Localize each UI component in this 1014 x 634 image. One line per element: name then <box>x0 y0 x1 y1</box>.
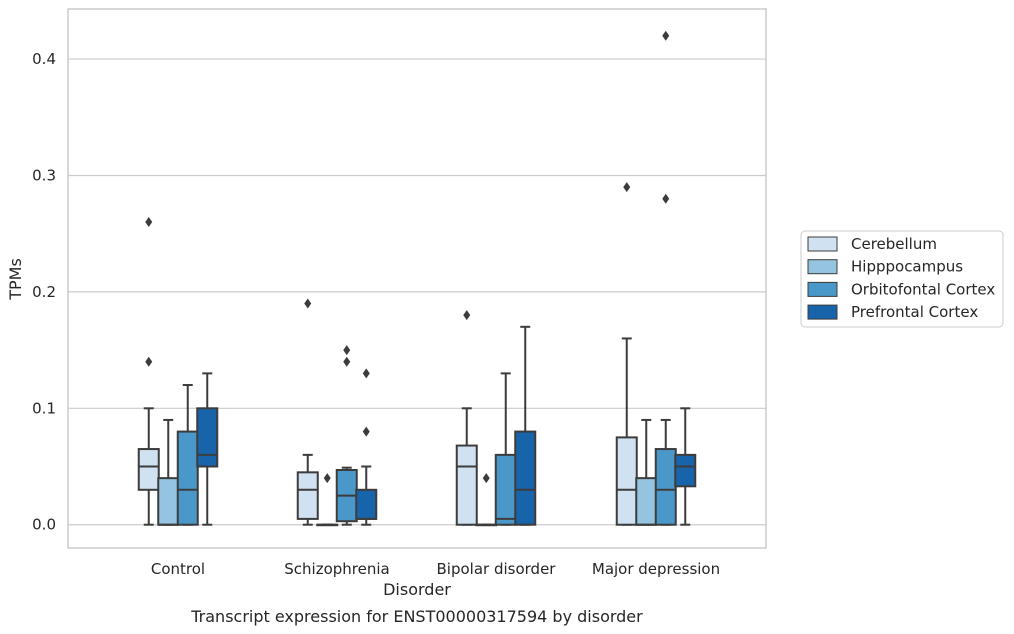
outlier-point <box>662 193 670 204</box>
box <box>355 488 378 520</box>
outlier-point <box>343 345 351 356</box>
y-axis-label: TPMs <box>6 258 25 301</box>
legend-label: Hipppocampus <box>851 258 963 276</box>
box <box>455 444 478 526</box>
box-group <box>137 217 219 526</box>
outlier-point <box>623 182 631 193</box>
box <box>176 430 199 526</box>
x-tick-label: Schizophrenia <box>284 560 389 578</box>
y-tick-label: 0.2 <box>32 283 56 301</box>
y-tick-label: 0.4 <box>32 50 56 68</box>
box <box>137 448 160 491</box>
box-groups <box>137 30 697 527</box>
outlier-point <box>145 356 153 367</box>
box <box>157 477 180 526</box>
x-tick-label: Major depression <box>592 560 720 578</box>
y-tick-label: 0.3 <box>32 166 56 184</box>
legend-swatch <box>807 304 838 320</box>
x-tick-label: Bipolar disorder <box>437 560 557 578</box>
box <box>654 448 677 526</box>
x-axis-label: Disorder <box>383 580 451 599</box>
legend-label: Prefrontal Cortex <box>851 303 978 321</box>
legend-frame <box>800 230 1004 328</box>
box <box>196 407 219 468</box>
y-tick-label: 0.0 <box>32 516 56 534</box>
box <box>514 430 537 526</box>
box <box>494 453 517 526</box>
outlier-point <box>662 30 670 41</box>
x-tick-label: Control <box>151 560 205 578</box>
outlier-point <box>362 426 370 437</box>
outlier-point <box>304 298 312 309</box>
y-axis-ticks: 0.0 0.1 0.2 0.3 0.4 <box>32 50 56 534</box>
outlier-point <box>343 356 351 367</box>
box <box>674 453 697 488</box>
outlier-point <box>463 310 471 321</box>
outlier-point <box>145 217 153 228</box>
legend-label: Cerebellum <box>851 235 937 253</box>
y-tick-label: 0.1 <box>32 399 56 417</box>
box <box>615 436 638 526</box>
legend-swatch <box>807 236 838 252</box>
box-group <box>455 310 537 527</box>
legend: Cerebellum Hipppocampus Orbitofontal Corte… <box>800 230 1004 328</box>
figure-caption: Transcript expression for ENST0000031759… <box>190 607 643 626</box>
box <box>635 477 658 526</box>
box-group <box>296 298 378 527</box>
outlier-point <box>323 473 331 484</box>
box-group <box>615 30 697 526</box>
x-axis-ticks: Control Schizophrenia Bipolar disorder Majo… <box>151 560 720 578</box>
box <box>296 471 319 520</box>
legend-label: Orbitofontal Cortex <box>851 280 995 298</box>
outlier-point <box>482 473 490 484</box>
legend-swatch <box>807 281 838 297</box>
outlier-point <box>362 368 370 379</box>
legend-swatch <box>807 259 838 275</box>
